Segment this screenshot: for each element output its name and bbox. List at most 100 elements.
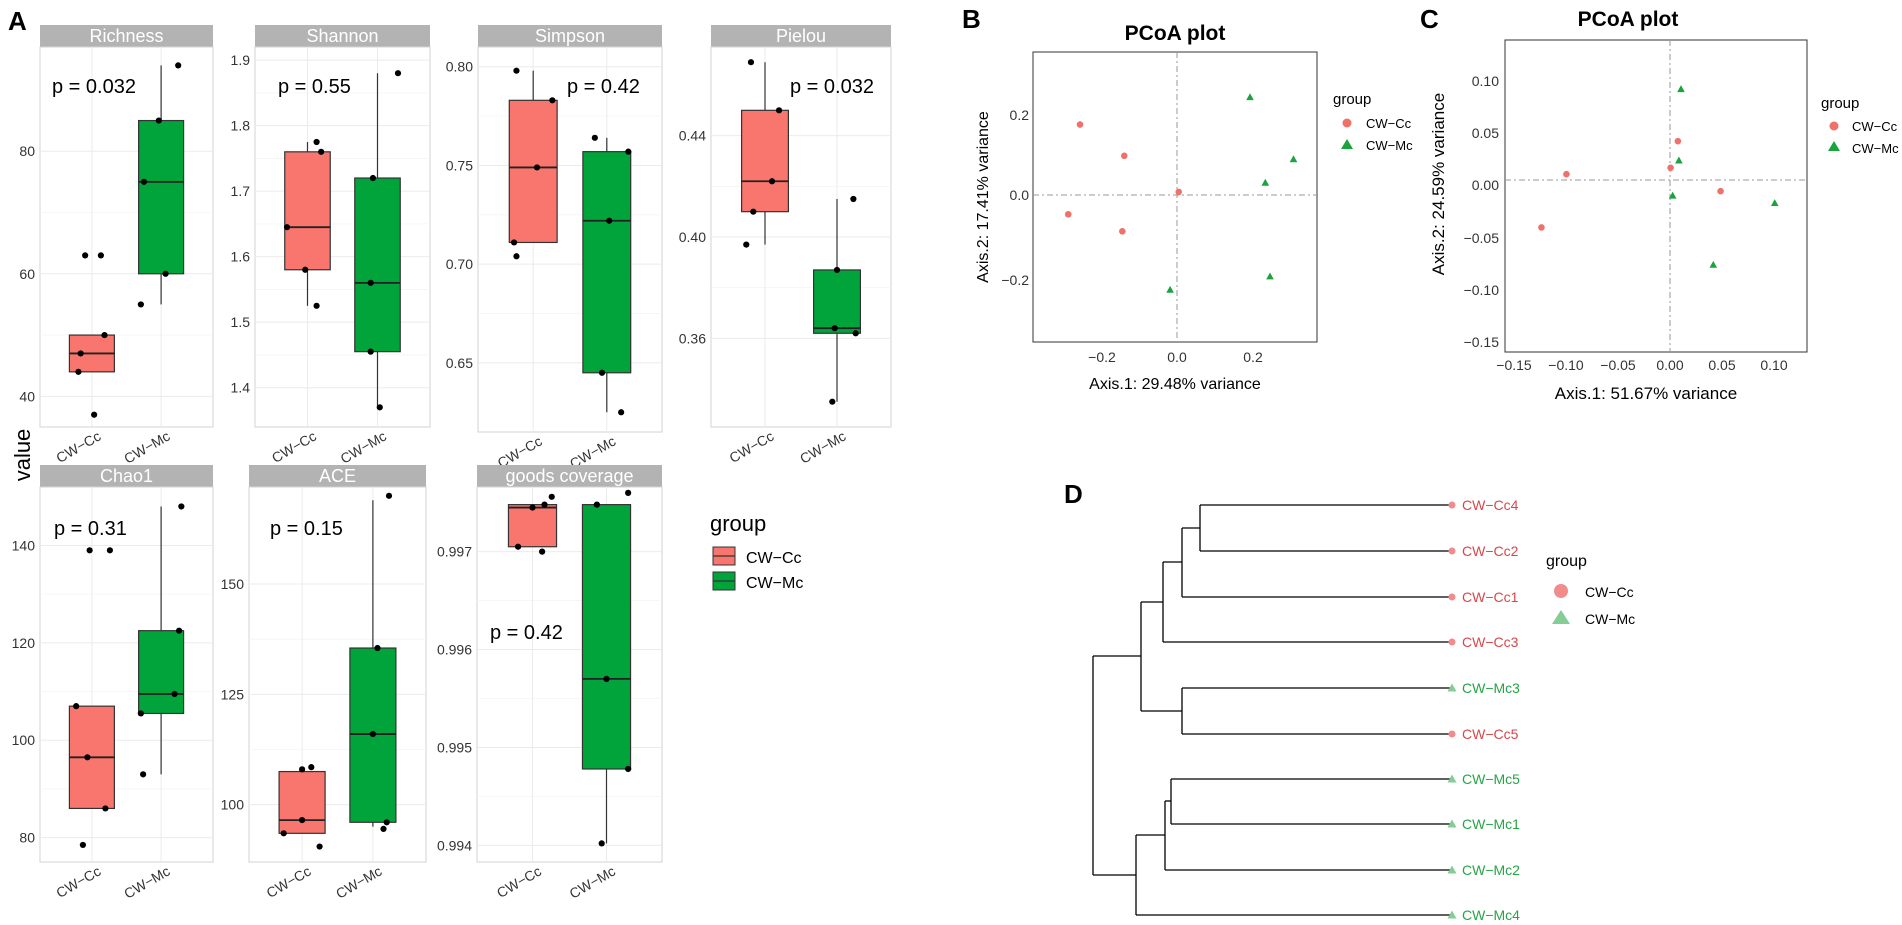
- boxplot-richness-point: [77, 350, 84, 357]
- boxplot-ace-box: [278, 770, 326, 834]
- boxplot-richness-point: [101, 331, 108, 339]
- panel-label-d: D: [1064, 479, 1083, 509]
- pcoa-b-points-point-cc: [1120, 152, 1128, 160]
- boxplot-goods-ytick: 0.995: [437, 739, 472, 755]
- boxplot-pielou-point: [831, 325, 838, 332]
- pcoa-c-points-point-cc: [1717, 187, 1724, 195]
- boxplot-ace-point: [369, 730, 376, 738]
- boxplot-pielou-point: [833, 266, 841, 274]
- pcoa-c-points-point-cc: [1667, 164, 1674, 172]
- pcoa-c-points-point-mc: [1675, 156, 1683, 164]
- pcoa-c-ytick: −0.10: [1464, 282, 1500, 298]
- boxplot-goods: goods coverage 0.994 0.995 0.996 0.997 CW−Cc C…: [437, 465, 663, 902]
- boxplot-chao1-strip: [40, 465, 213, 487]
- pcoa-c-legend-key-cc: [1829, 121, 1839, 131]
- boxplot-shannon-xtick: CW−Cc: [269, 428, 319, 466]
- dendrogram-leaf-label: CW−Cc4: [1462, 497, 1519, 513]
- dendrogram-leaf-marker-cc: [1448, 638, 1456, 646]
- dendrogram-leaf-marker-mc: [1447, 774, 1457, 783]
- boxplot-simpson-point: [513, 253, 520, 260]
- boxplot-goods-xtick: CW−Cc: [494, 863, 544, 901]
- boxplot-pielou-ytick: 0.36: [679, 330, 706, 346]
- dendrogram-leaf-label: CW−Cc5: [1462, 726, 1519, 742]
- boxplot-chao1-point: [106, 547, 113, 554]
- boxplot-chao1-point: [140, 771, 147, 778]
- boxplot-simpson-point: [606, 217, 613, 224]
- boxplot-richness-point: [91, 411, 98, 418]
- pcoa-b-title: PCoA plot: [1125, 22, 1226, 45]
- boxplot-shannon-point: [376, 404, 383, 411]
- boxplot-chao1-ytick: 120: [12, 635, 36, 651]
- boxplot-ace: ACE 100 125 150 CW−Cc CW−Mc p = 0.15: [221, 465, 427, 902]
- boxplot-pielou-point: [829, 398, 836, 405]
- boxplot-richness-point: [137, 301, 144, 308]
- boxplot-richness-box: [138, 119, 185, 275]
- boxplot-goods-point: [548, 493, 555, 500]
- pcoa-c-xtick: 0.10: [1760, 357, 1787, 373]
- pcoa-c-ytick: −0.05: [1464, 230, 1500, 246]
- boxplot-ace-xtick: CW−Mc: [333, 863, 384, 902]
- boxplot-goods-pvalue: p = 0.42: [490, 622, 563, 644]
- boxplot-shannon-panel: [254, 46, 431, 428]
- boxplot-richness-point: [175, 62, 182, 69]
- dendrogram-leaf-label: CW−Mc5: [1462, 771, 1520, 787]
- boxplot-goods-strip: [477, 465, 662, 487]
- pcoa-c-points-point-mc: [1668, 191, 1677, 199]
- dendrogram-legend-label-cc: CW−Cc: [1585, 584, 1634, 600]
- boxplot-simpson-strip: [478, 25, 662, 47]
- pcoa-c-points-point-mc: [1709, 260, 1718, 268]
- boxplot-shannon-point: [369, 174, 377, 182]
- boxplot-shannon-point: [318, 148, 325, 155]
- boxplot-shannon-ytick: 1.4: [231, 380, 251, 396]
- boxplot-simpson-ytick: 0.65: [446, 355, 473, 371]
- pcoa-c-ylabel: Axis.2: 24.59% variance: [1429, 93, 1448, 275]
- boxplot-pielou-point: [850, 195, 857, 203]
- boxplot-shannon-point: [367, 348, 374, 355]
- boxplot-shannon-title: Shannon: [306, 26, 378, 46]
- pcoa-b-xticks: −0.2 0.0 0.2: [1088, 349, 1263, 365]
- dendrogram-legend-key-cc: [1554, 584, 1568, 598]
- boxplot-shannon-box: [284, 151, 331, 271]
- pcoa-c-xticks: −0.15 −0.10 −0.05 0.00 0.05 0.10: [1496, 357, 1788, 373]
- boxplot-richness-point: [75, 368, 82, 375]
- boxplot-pielou-box: [812, 269, 861, 334]
- boxplot-simpson-box: [582, 151, 632, 374]
- dendrogram-leaf-label: CW−Cc2: [1462, 543, 1519, 559]
- boxplot-shannon-box: [354, 177, 401, 353]
- boxplot-pielou-xtick: CW−Mc: [797, 428, 848, 467]
- pcoa-plot-c: PCoA plot −0.15 −0.10 −0.05 0.00 0.05 0.…: [1429, 8, 1899, 403]
- boxplot-ace-point: [299, 816, 306, 824]
- pcoa-b-ytick: 0.2: [1010, 107, 1030, 123]
- boxplot-simpson-box: [508, 99, 558, 244]
- pcoa-c-legend-title: group: [1821, 95, 1859, 112]
- pcoa-c-points-point-cc: [1538, 224, 1545, 231]
- boxplot-pielou-point: [775, 107, 783, 114]
- boxplot-shannon-ytick: 1.8: [231, 118, 251, 134]
- boxplot-richness-xtick: CW−Cc: [53, 428, 103, 466]
- boxplot-richness-ytick: 40: [19, 388, 35, 404]
- pcoa-b-points-point-cc: [1119, 227, 1126, 235]
- boxplot-shannon-ytick: 1.7: [231, 183, 251, 199]
- pcoa-c-yticks: 0.10 0.05 0.00 −0.05 −0.10 −0.15: [1464, 73, 1500, 350]
- boxplot-goods-point: [593, 501, 600, 508]
- pcoa-c-points: [1538, 85, 1779, 268]
- boxplot-ace-point: [316, 843, 323, 850]
- boxplot-pielou-point: [852, 330, 859, 337]
- pcoa-c-ytick: 0.10: [1472, 73, 1499, 89]
- pcoa-c-points-point-mc: [1770, 199, 1779, 207]
- dendrogram-legend-label-mc: CW−Mc: [1585, 611, 1635, 627]
- boxplot-simpson-point: [618, 409, 625, 416]
- pcoa-b-xtick: −0.2: [1088, 349, 1116, 365]
- pcoa-c-xlabel: Axis.1: 51.67% variance: [1555, 384, 1737, 403]
- boxplot-chao1-xtick: CW−Cc: [53, 863, 103, 901]
- boxplot-chao1: Chao1 80 100 120 140 CW−Cc CW−Mc p = 0.31: [12, 465, 214, 902]
- boxplot-simpson-panel: [477, 46, 663, 433]
- boxplot-simpson-point: [591, 134, 598, 141]
- boxplot-simpson-point: [533, 164, 541, 171]
- dendrogram: CW−Cc4 CW−Cc2 CW−Cc1 CW−Cc3 CW−Mc3 CW−Cc5 CW−M…: [1092, 497, 1635, 923]
- boxplot-goods-title: goods coverage: [505, 466, 633, 486]
- boxplot-pielou: Pielou 0.36 0.40 0.44 CW−Cc CW−Mc p = 0.032: [679, 25, 892, 467]
- pcoa-c-xtick: −0.10: [1548, 357, 1584, 373]
- panel-label-b: B: [962, 4, 981, 34]
